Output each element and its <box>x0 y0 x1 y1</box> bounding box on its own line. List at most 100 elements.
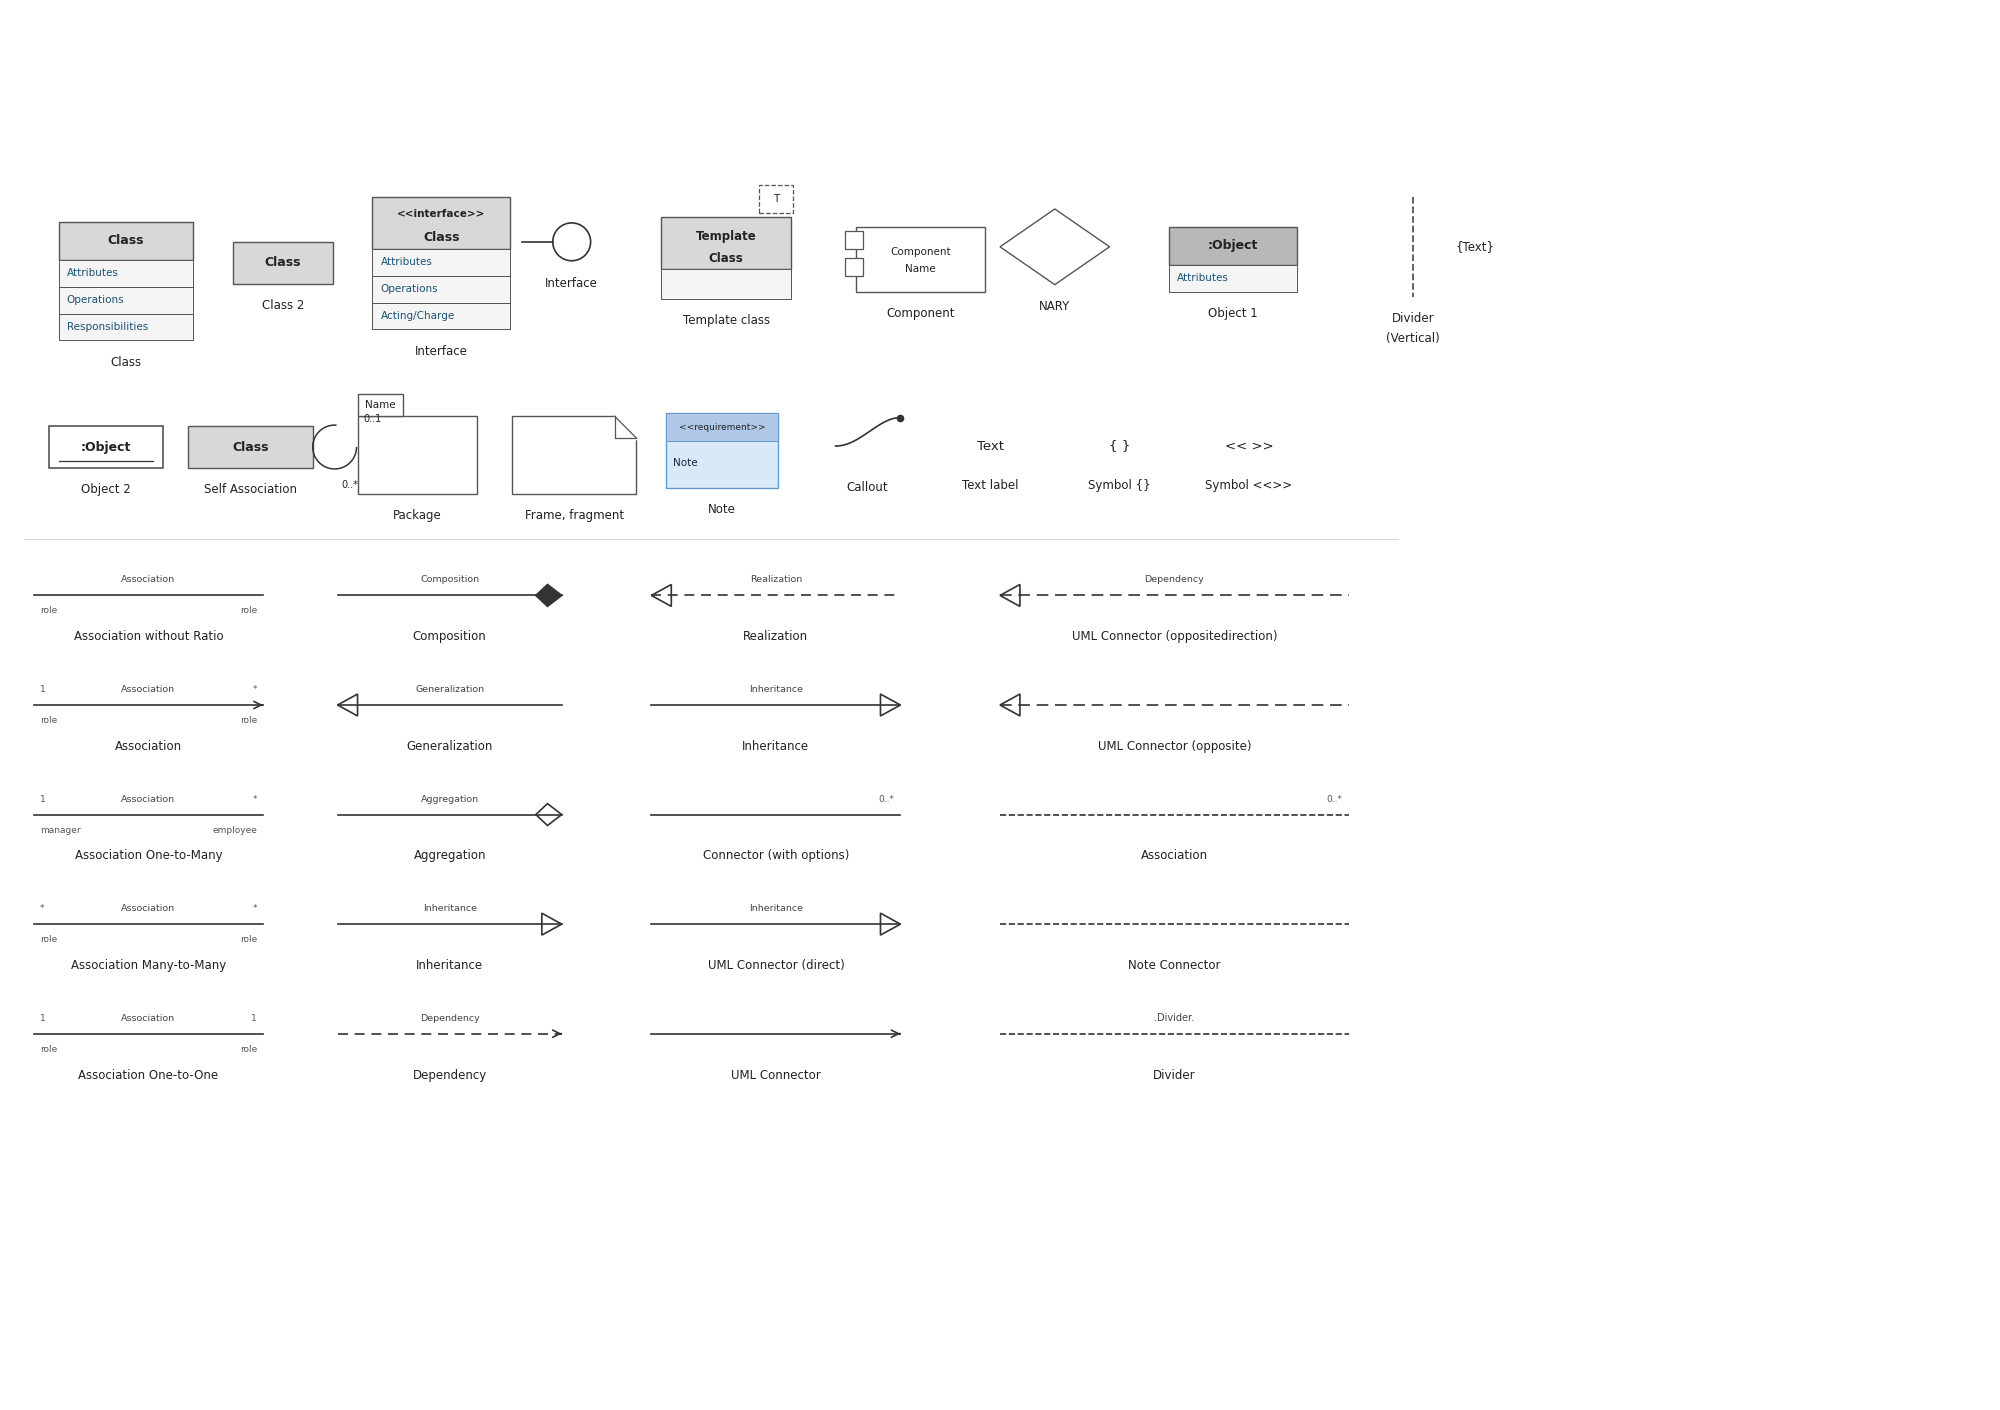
FancyBboxPatch shape <box>666 413 778 488</box>
Text: Aggregation: Aggregation <box>420 795 478 804</box>
Text: Class: Class <box>232 440 268 454</box>
Text: Symbol {}: Symbol {} <box>1088 479 1150 492</box>
Text: Dependency: Dependency <box>420 1014 480 1022</box>
Text: (Vertical): (Vertical) <box>1386 331 1440 345</box>
FancyBboxPatch shape <box>844 231 862 248</box>
Text: Package: Package <box>392 509 442 522</box>
Text: Association: Association <box>122 685 176 694</box>
Text: role: role <box>40 606 58 615</box>
FancyBboxPatch shape <box>358 395 404 416</box>
Text: *: * <box>252 685 256 694</box>
Text: Class 2: Class 2 <box>262 299 304 312</box>
Text: Class: Class <box>708 252 744 265</box>
Text: Callout: Callout <box>846 481 888 495</box>
Text: Template class: Template class <box>682 314 770 327</box>
FancyBboxPatch shape <box>662 269 790 299</box>
FancyBboxPatch shape <box>234 243 332 283</box>
Text: role: role <box>40 716 58 725</box>
Text: 0..*: 0..* <box>342 479 358 489</box>
FancyBboxPatch shape <box>662 217 790 269</box>
Text: Association: Association <box>122 575 176 585</box>
FancyBboxPatch shape <box>58 313 194 340</box>
FancyBboxPatch shape <box>358 416 478 494</box>
Text: << >>: << >> <box>1224 440 1274 453</box>
Text: <<requirement>>: <<requirement>> <box>678 423 766 431</box>
Text: Aggregation: Aggregation <box>414 849 486 863</box>
Text: Association One-to-Many: Association One-to-Many <box>74 849 222 863</box>
Text: *: * <box>252 795 256 804</box>
FancyBboxPatch shape <box>1170 227 1296 265</box>
Text: Association without Ratio: Association without Ratio <box>74 630 224 643</box>
FancyBboxPatch shape <box>372 197 510 248</box>
Text: Operations: Operations <box>66 295 124 305</box>
FancyBboxPatch shape <box>758 185 792 213</box>
Text: Association: Association <box>122 904 176 914</box>
Text: role: role <box>240 935 256 945</box>
Text: Object 2: Object 2 <box>82 484 130 496</box>
Text: Inheritance: Inheritance <box>416 959 484 971</box>
Text: .Divider.: .Divider. <box>1154 1012 1194 1022</box>
Text: 1: 1 <box>40 685 46 694</box>
Text: Symbol <<>>: Symbol <<>> <box>1206 479 1292 492</box>
Text: Interface: Interface <box>546 278 598 290</box>
Text: Realization: Realization <box>750 575 802 585</box>
Text: Inheritance: Inheritance <box>422 904 476 914</box>
Text: Association: Association <box>122 795 176 804</box>
Text: Self Association: Self Association <box>204 484 296 496</box>
Text: Text: Text <box>976 440 1004 453</box>
Text: Realization: Realization <box>744 630 808 643</box>
Text: Divider: Divider <box>1152 1069 1196 1081</box>
Text: Frame, fragment: Frame, fragment <box>524 509 624 522</box>
Text: role: role <box>40 1045 58 1053</box>
FancyBboxPatch shape <box>58 259 194 286</box>
Text: Note: Note <box>708 503 736 516</box>
Text: 0..*: 0..* <box>1326 795 1342 804</box>
FancyBboxPatch shape <box>188 426 312 468</box>
Text: { }: { } <box>1108 440 1130 453</box>
Text: Inheritance: Inheritance <box>748 904 802 914</box>
FancyBboxPatch shape <box>512 416 636 494</box>
Text: Dependency: Dependency <box>1144 575 1204 585</box>
Polygon shape <box>536 585 562 606</box>
Text: :Object: :Object <box>80 440 132 454</box>
Text: Inheritance: Inheritance <box>742 740 810 753</box>
Text: Attributes: Attributes <box>66 268 118 278</box>
Text: Connector (with options): Connector (with options) <box>702 849 850 863</box>
Text: Divider: Divider <box>1392 312 1434 326</box>
Text: Responsibilities: Responsibilities <box>66 321 148 331</box>
Text: Name: Name <box>366 400 396 410</box>
FancyBboxPatch shape <box>856 227 986 292</box>
Text: *: * <box>252 904 256 914</box>
Text: role: role <box>40 935 58 945</box>
Text: Class: Class <box>264 257 302 269</box>
Text: :Object: :Object <box>1208 240 1258 252</box>
Text: role: role <box>240 716 256 725</box>
Text: <<interface>>: <<interface>> <box>398 209 486 219</box>
Text: Note: Note <box>674 458 698 468</box>
FancyBboxPatch shape <box>844 258 862 276</box>
Text: Association: Association <box>114 740 182 753</box>
Text: T: T <box>772 195 780 204</box>
Text: 1: 1 <box>40 795 46 804</box>
Text: Name: Name <box>906 264 936 274</box>
Text: Class: Class <box>108 234 144 247</box>
Text: Acting/Charge: Acting/Charge <box>380 312 454 321</box>
Text: Component: Component <box>886 307 954 320</box>
Text: 1: 1 <box>252 1014 256 1022</box>
Text: Component: Component <box>890 247 950 257</box>
Text: Attributes: Attributes <box>1178 274 1230 283</box>
Text: Association: Association <box>1140 849 1208 863</box>
Text: Dependency: Dependency <box>412 1069 486 1081</box>
Text: Composition: Composition <box>412 630 486 643</box>
Text: Generalization: Generalization <box>416 685 484 694</box>
FancyBboxPatch shape <box>58 286 194 313</box>
FancyBboxPatch shape <box>372 303 510 330</box>
Text: manager: manager <box>40 825 80 835</box>
Text: 0..1: 0..1 <box>364 415 382 424</box>
Text: Composition: Composition <box>420 575 480 585</box>
Text: *: * <box>40 904 44 914</box>
Text: Operations: Operations <box>380 285 438 295</box>
Text: Association One-to-One: Association One-to-One <box>78 1069 218 1081</box>
Text: employee: employee <box>212 825 256 835</box>
Text: Class: Class <box>422 231 460 244</box>
